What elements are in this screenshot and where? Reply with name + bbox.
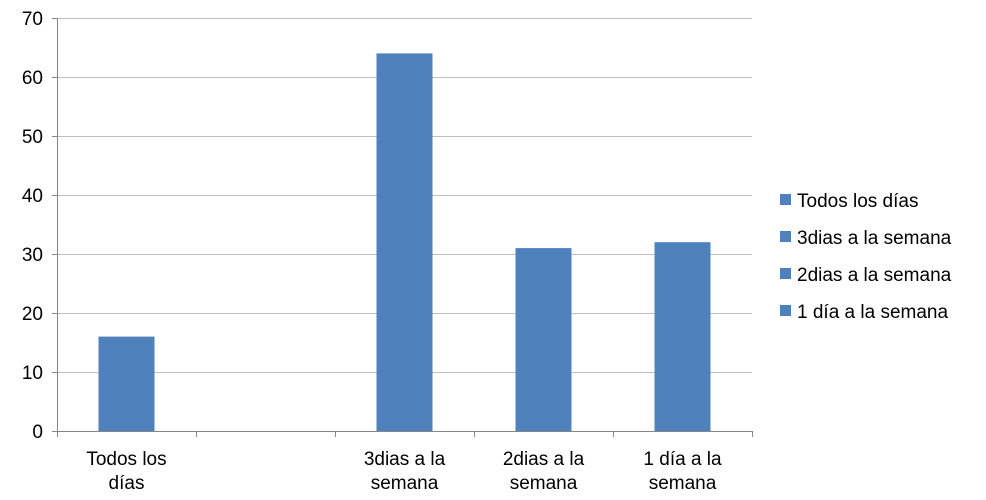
y-tick-label-60: 60 (22, 68, 43, 89)
x-axis-tick-labels: Todos los días 3dias a la semana 2dias a la s… (86, 449, 722, 494)
x-tick-label-2-line-0: 3dias a la (364, 449, 446, 470)
legend-label-0: Todos los días (797, 191, 918, 212)
x-tick-label-0-line-0: Todos los (86, 449, 166, 470)
x-tick-label-4-line-0: 1 día a la (643, 449, 722, 470)
legend-swatch-1 (780, 231, 791, 242)
y-tick-label-30: 30 (22, 245, 43, 266)
legend-swatch-0 (780, 194, 791, 205)
y-tick-label-70: 70 (22, 9, 43, 30)
y-tick-label-50: 50 (22, 127, 43, 148)
y-tick-label-20: 20 (22, 304, 43, 325)
x-tick-label-0-line-1: días (109, 473, 145, 494)
bar-3 (515, 248, 572, 431)
legend-label-1: 3dias a la semana (797, 228, 952, 249)
y-tick-label-10: 10 (22, 363, 43, 384)
axes (52, 18, 753, 437)
legend-label-3: 1 día a la semana (797, 302, 948, 323)
legend-label-2: 2dias a la semana (797, 265, 952, 286)
y-tick-label-0: 0 (32, 422, 43, 443)
x-tick-label-2-line-1: semana (371, 473, 439, 494)
y-tick-label-40: 40 (22, 186, 43, 207)
legend-swatch-3 (780, 305, 791, 316)
bar-4 (654, 242, 711, 431)
bar-2 (376, 53, 433, 432)
x-tick-label-3-line-1: semana (510, 473, 578, 494)
x-tick-label-4-line-1: semana (649, 473, 717, 494)
bar-0 (98, 336, 155, 431)
x-tick-label-3-line-0: 2dias a la (503, 449, 585, 470)
legend-swatch-2 (780, 268, 791, 279)
legend: Todos los días 3dias a la semana 2dias a l… (780, 191, 952, 323)
bars (98, 53, 711, 432)
y-axis-tick-labels: 0 10 20 30 40 50 60 70 (22, 9, 43, 443)
